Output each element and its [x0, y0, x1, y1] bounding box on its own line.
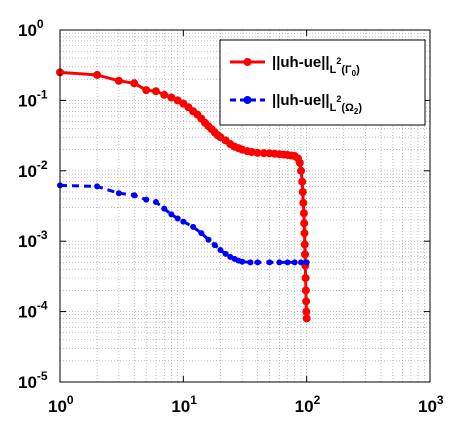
series-2-point — [284, 259, 291, 266]
series-2-point — [291, 259, 298, 266]
series-1-point — [298, 177, 307, 186]
legend-label: ||uh-ue||L2(Γ0) — [272, 54, 360, 78]
series-2-point — [161, 205, 168, 212]
series-1-point — [93, 70, 102, 79]
y-tick-label: 10-4 — [18, 299, 48, 322]
series-1-point — [299, 209, 308, 218]
series-2-point — [198, 230, 205, 237]
series-2-point — [205, 236, 212, 243]
series-1-point — [300, 240, 309, 249]
series-2-point — [180, 218, 187, 225]
x-tick-label: 100 — [48, 393, 74, 416]
series-layer — [56, 68, 311, 323]
y-tick-label: 100 — [18, 17, 44, 40]
y-tick-label: 10-2 — [18, 158, 48, 181]
series-1-point — [142, 86, 151, 95]
x-tick-label: 101 — [171, 393, 197, 416]
series-1-point — [167, 93, 176, 102]
series-1-point — [259, 149, 268, 158]
series-2 — [57, 182, 310, 266]
series-2-point — [239, 258, 246, 265]
series-2-point — [247, 259, 254, 266]
legend-swatch-marker — [243, 96, 252, 104]
series-2-point — [211, 242, 218, 249]
series-1-point — [151, 87, 160, 96]
series-1-point — [300, 219, 309, 228]
series-2-point — [266, 259, 273, 266]
legend-label: ||uh-ue||L2(Ω2) — [272, 92, 362, 116]
series-1-point — [114, 76, 123, 85]
series-1-point — [160, 90, 169, 99]
series-2-point — [174, 215, 181, 222]
series-1-point — [301, 286, 310, 295]
series-2-point — [152, 199, 159, 206]
series-1-point — [301, 274, 310, 283]
x-tick-label: 102 — [295, 393, 321, 416]
series-2-point — [217, 247, 224, 253]
series-2-point — [143, 196, 150, 203]
series-1-point — [297, 166, 306, 175]
series-1-point — [301, 250, 310, 259]
series-2-point — [222, 250, 229, 257]
series-2-point — [168, 211, 175, 218]
series-2-point — [115, 190, 122, 197]
y-tick-label: 10-5 — [18, 369, 48, 392]
x-tick-label: 103 — [418, 393, 444, 416]
series-2-point — [298, 259, 305, 266]
series-2-point — [94, 183, 101, 190]
series-2-point — [131, 192, 138, 199]
series-1 — [56, 68, 311, 323]
series-1-point — [253, 148, 262, 157]
series-1-point — [302, 314, 311, 323]
axis-ticks: 100 101 102 103 100 10-1 10-2 10-3 10-4 10-5 — [18, 17, 444, 416]
series-1-point — [302, 307, 311, 316]
series-1-point — [300, 229, 309, 238]
legend: ||uh-ue||L2(Γ0) ||uh-ue||L2(Ω2) — [219, 39, 426, 126]
legend-swatch-marker — [243, 58, 252, 66]
series-1-point — [295, 158, 304, 167]
y-tick-label: 10-1 — [18, 87, 48, 110]
series-1-point — [299, 198, 308, 207]
series-2-point — [254, 259, 261, 266]
y-tick-label: 10-3 — [18, 228, 48, 251]
legend-box — [219, 39, 426, 126]
series-2-point — [190, 223, 197, 230]
plot-frame — [59, 29, 431, 383]
series-2-point — [303, 259, 310, 266]
series-2-point — [276, 259, 283, 266]
series-1-point — [302, 297, 311, 306]
series-1-point — [298, 187, 307, 196]
series-1-point — [130, 79, 139, 88]
